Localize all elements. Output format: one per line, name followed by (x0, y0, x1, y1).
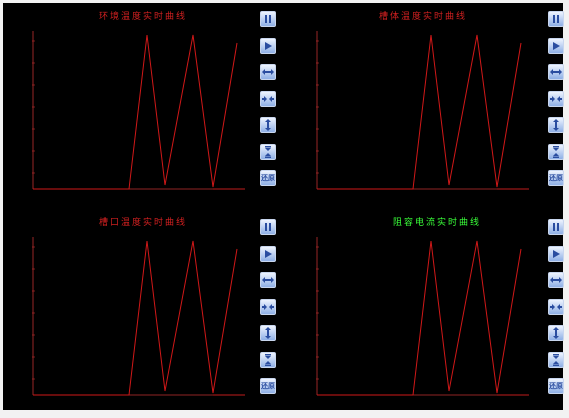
expand-vertical-icon (265, 119, 271, 131)
realtime-chart (32, 237, 245, 396)
compress-vertical-icon (265, 353, 271, 366)
zoom-in-vertical-button[interactable] (548, 325, 564, 341)
expand-vertical-icon (553, 327, 559, 339)
expand-horizontal-icon (262, 69, 274, 75)
zoom-out-vertical-button[interactable] (260, 143, 276, 160)
chart-panel-tank-body: 槽体温度实时曲线 还原 (283, 3, 564, 206)
compress-horizontal-icon (262, 95, 274, 102)
zoom-in-vertical-button[interactable] (548, 117, 564, 133)
pause-icon (265, 223, 271, 231)
play-icon (265, 41, 272, 50)
play-button[interactable] (548, 37, 564, 54)
chart-panel-resistance-current: 阻容电流实时曲线 还原 (283, 207, 564, 410)
pause-button[interactable] (548, 219, 564, 235)
series-line (33, 240, 238, 396)
restore-button[interactable]: 还原 (548, 378, 564, 394)
zoom-out-horizontal-button[interactable] (548, 90, 564, 107)
play-icon (553, 41, 560, 50)
play-button[interactable] (260, 245, 276, 262)
restore-button[interactable]: 还原 (260, 170, 276, 186)
compress-horizontal-icon (262, 303, 274, 310)
series-line (317, 240, 522, 396)
compress-horizontal-icon (550, 95, 562, 102)
monitor-screen: 环境温度实时曲线 还原 槽体温度实时曲线 还原 槽口温度实时曲线 还原 阻容电流… (3, 3, 564, 410)
play-icon (265, 249, 272, 258)
compress-vertical-icon (265, 145, 271, 158)
series-line (317, 34, 522, 190)
zoom-out-vertical-button[interactable] (548, 351, 564, 368)
zoom-in-horizontal-button[interactable] (548, 64, 564, 80)
zoom-in-horizontal-button[interactable] (260, 64, 276, 80)
pause-button[interactable] (260, 219, 276, 235)
realtime-chart (316, 237, 529, 396)
zoom-out-vertical-button[interactable] (260, 351, 276, 368)
expand-horizontal-icon (262, 277, 274, 283)
play-button[interactable] (548, 245, 564, 262)
panel-title: 槽体温度实时曲线 (379, 12, 468, 22)
restore-button[interactable]: 还原 (260, 378, 276, 394)
zoom-in-vertical-button[interactable] (260, 325, 276, 341)
expand-vertical-icon (553, 119, 559, 131)
zoom-out-horizontal-button[interactable] (260, 90, 276, 107)
pause-button[interactable] (260, 11, 276, 27)
series-line (33, 34, 238, 190)
restore-icon: 还原 (261, 382, 275, 390)
pause-icon (553, 15, 559, 23)
play-icon (553, 249, 560, 258)
realtime-chart (316, 31, 529, 190)
expand-horizontal-icon (550, 277, 562, 283)
zoom-in-vertical-button[interactable] (260, 117, 276, 133)
zoom-out-horizontal-button[interactable] (548, 298, 564, 315)
compress-vertical-icon (553, 353, 559, 366)
panel-title: 槽口温度实时曲线 (99, 218, 188, 228)
panel-title: 环境温度实时曲线 (99, 12, 188, 22)
realtime-chart (32, 31, 245, 190)
restore-button[interactable]: 还原 (548, 170, 564, 186)
pause-icon (553, 223, 559, 231)
play-button[interactable] (260, 37, 276, 54)
zoom-out-vertical-button[interactable] (548, 143, 564, 160)
zoom-out-horizontal-button[interactable] (260, 298, 276, 315)
restore-icon: 还原 (549, 382, 563, 390)
pause-icon (265, 15, 271, 23)
restore-icon: 还原 (549, 174, 563, 182)
compress-horizontal-icon (550, 303, 562, 310)
pause-button[interactable] (548, 11, 564, 27)
restore-icon: 还原 (261, 174, 275, 182)
expand-vertical-icon (265, 327, 271, 339)
expand-horizontal-icon (550, 69, 562, 75)
compress-vertical-icon (553, 145, 559, 158)
chart-panel-tank-mouth: 槽口温度实时曲线 还原 (3, 207, 283, 410)
panel-title: 阻容电流实时曲线 (393, 218, 482, 228)
zoom-in-horizontal-button[interactable] (548, 272, 564, 288)
chart-panel-environment: 环境温度实时曲线 还原 (3, 3, 283, 206)
zoom-in-horizontal-button[interactable] (260, 272, 276, 288)
